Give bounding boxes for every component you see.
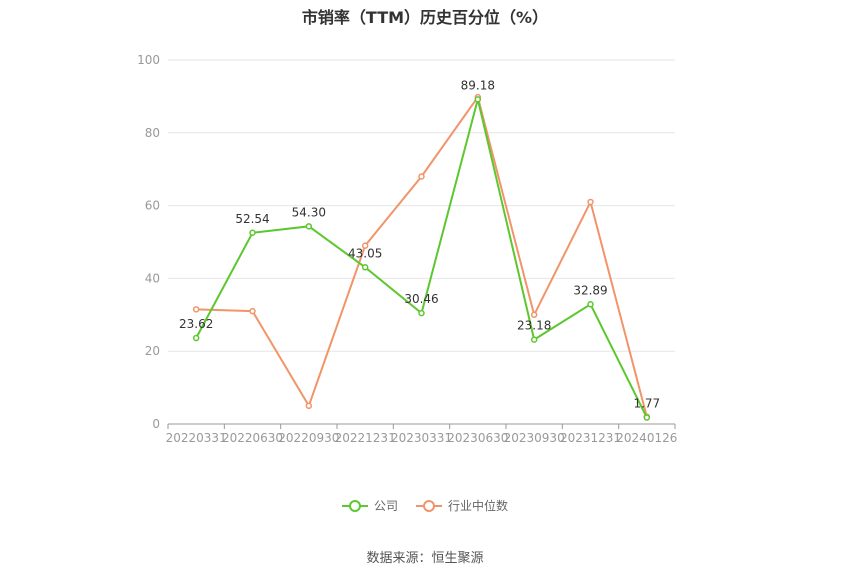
- company-point[interactable]: [587, 301, 594, 308]
- company-data-label: 54.30: [292, 205, 326, 219]
- legend-item-industry[interactable]: 行业中位数: [416, 497, 508, 514]
- x-tick-label: 20230331: [391, 431, 452, 445]
- company-point[interactable]: [643, 414, 651, 421]
- company-data-label: 1.77: [633, 397, 660, 411]
- legend-industry-label: 行业中位数: [448, 499, 509, 513]
- y-tick-label: 20: [145, 344, 160, 358]
- industry-point[interactable]: [530, 311, 538, 319]
- company-data-label: 23.18: [517, 319, 551, 333]
- industry-point[interactable]: [361, 242, 369, 249]
- x-tick-label: 20230630: [447, 431, 508, 445]
- company-line: [195, 99, 648, 419]
- company-point[interactable]: [474, 96, 482, 103]
- company-point[interactable]: [249, 229, 256, 237]
- industry-point[interactable]: [418, 173, 425, 180]
- company-data-label: 23.62: [179, 317, 213, 331]
- company-data-label: 30.46: [404, 292, 438, 306]
- x-tick-label: 20220630: [222, 431, 283, 445]
- data-labels: 23.62 52.54 54.30 43.05 30.46 89.18 23.18 32.89…: [179, 78, 660, 410]
- company-point[interactable]: [418, 309, 425, 317]
- company-point[interactable]: [305, 223, 313, 230]
- industry-line: [196, 94, 648, 417]
- company-data-label: 32.89: [573, 283, 607, 297]
- y-tick-label: 60: [145, 199, 160, 213]
- x-axis: 2022033120220630202209302022123120230331…: [166, 423, 677, 445]
- series-lines: [192, 93, 651, 421]
- company-data-label: 52.54: [235, 212, 269, 226]
- company-data-label: 43.05: [348, 246, 382, 260]
- x-tick-label: 20220331: [166, 431, 227, 445]
- legend-item-company[interactable]: 公司: [341, 497, 398, 514]
- company-point[interactable]: [361, 264, 369, 271]
- company-data-label: 89.18: [461, 78, 495, 92]
- y-tick-label: 0: [152, 417, 160, 431]
- industry-point[interactable]: [249, 307, 256, 315]
- y-tick-label: 100: [137, 53, 160, 67]
- legend-company-label: 公司: [373, 499, 398, 513]
- data-source: 数据来源：恒生聚源: [366, 551, 484, 566]
- x-tick-label: 20231231: [560, 431, 621, 445]
- y-tick-label: 40: [145, 271, 160, 285]
- y-tick-label: 80: [145, 126, 160, 140]
- grid-lines: [168, 59, 675, 352]
- legend-industry-marker: [416, 499, 442, 512]
- x-tick-label: 20221231: [335, 431, 396, 445]
- company-point[interactable]: [530, 336, 538, 343]
- x-tick-label: 20230930: [504, 431, 565, 445]
- legend: 公司 行业中位数: [0, 497, 850, 514]
- x-tick-label: 20240126: [616, 431, 677, 445]
- industry-point[interactable]: [305, 402, 313, 410]
- industry-point[interactable]: [587, 198, 594, 206]
- company-point[interactable]: [192, 334, 200, 342]
- x-tick-label: 20220930: [278, 431, 339, 445]
- legend-company-marker: [341, 499, 368, 512]
- chart-title: 市销率（TTM）历史百分位（%）: [301, 8, 549, 27]
- y-axis-ticks: 0 20 40 60 80 100: [137, 53, 160, 431]
- industry-point[interactable]: [192, 306, 200, 313]
